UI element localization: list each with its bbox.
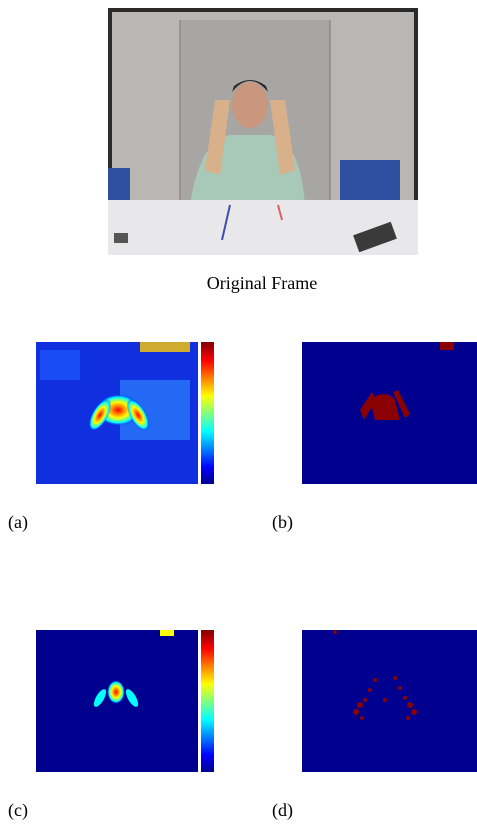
heatmap <box>36 342 214 484</box>
figure: Original Frame (a) (b) (c) <box>0 0 477 823</box>
caption: Original Frame <box>207 273 317 293</box>
photo <box>108 8 418 255</box>
heatmap <box>36 630 214 772</box>
heatmap <box>302 630 477 772</box>
panel-label: (b) <box>272 512 293 533</box>
panel-label: (d) <box>272 800 293 821</box>
heatmap <box>302 342 477 484</box>
panel-label: (a) <box>8 512 28 533</box>
panel-label: (c) <box>8 800 28 821</box>
